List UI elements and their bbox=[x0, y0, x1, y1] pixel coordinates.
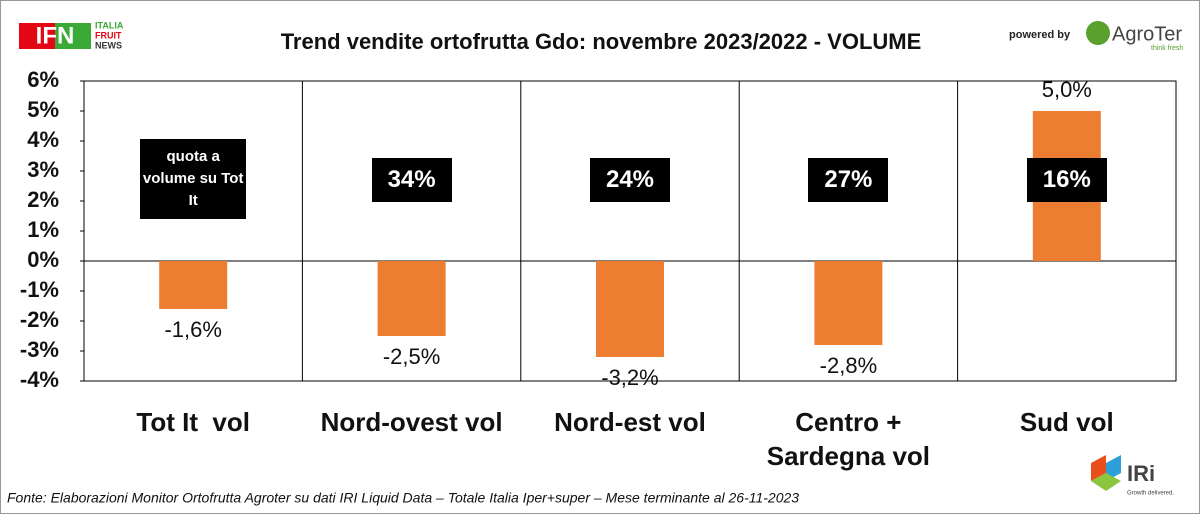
x-tick-label: Nord-ovest vol bbox=[320, 407, 503, 437]
y-tick-label: -2% bbox=[20, 307, 59, 332]
iri-logo: IRi bbox=[1127, 461, 1155, 486]
share-box: 34% bbox=[371, 158, 452, 202]
y-tick-label: -4% bbox=[20, 367, 59, 392]
x-tick-label: Nord-est vol bbox=[554, 407, 706, 437]
value-label: -3,2% bbox=[601, 365, 658, 390]
ifn-logo-text: FRUIT bbox=[95, 30, 122, 40]
share-box: 27% bbox=[808, 158, 889, 202]
x-tick-label: Centro + Sardegna vol bbox=[766, 407, 931, 471]
bar bbox=[596, 261, 664, 357]
bar bbox=[377, 261, 446, 336]
bar bbox=[814, 261, 883, 345]
chart-title: Trend vendite ortofrutta Gdo: novembre 2… bbox=[281, 29, 922, 54]
y-tick-label: -1% bbox=[20, 277, 59, 302]
share-box: quota a volume su Tot It bbox=[140, 139, 247, 219]
agroter-logo: AgroTer bbox=[1112, 23, 1182, 45]
ifn-logo-text: ITALIA bbox=[95, 20, 124, 30]
value-label: 5,0% bbox=[1042, 77, 1092, 102]
iri-icon bbox=[1106, 455, 1121, 481]
agroter-icon bbox=[1086, 21, 1110, 45]
value-label: -2,8% bbox=[820, 353, 877, 378]
agroter-tag: think fresh bbox=[1151, 45, 1183, 52]
value-label: -1,6% bbox=[164, 317, 221, 342]
source-note: Fonte: Elaborazioni Monitor Ortofrutta A… bbox=[7, 490, 799, 506]
x-tick-label: Tot It vol bbox=[136, 407, 250, 437]
x-tick-label: Sud vol bbox=[1019, 407, 1114, 437]
y-tick-label: 2% bbox=[27, 187, 59, 212]
y-tick-label: 4% bbox=[27, 127, 59, 152]
ifn-logo-text: NEWS bbox=[95, 40, 122, 50]
share-box: 16% bbox=[1026, 158, 1107, 202]
ifn-logo-bg bbox=[19, 23, 55, 49]
ifn-logo: IFN bbox=[36, 22, 75, 49]
ifn-logo-bg bbox=[55, 23, 91, 49]
iri-tag: Growth delivered. bbox=[1127, 491, 1174, 497]
y-tick-label: -3% bbox=[20, 337, 59, 362]
y-tick-label: 3% bbox=[27, 157, 59, 182]
powered-by: powered by bbox=[1009, 29, 1071, 41]
iri-icon bbox=[1091, 473, 1121, 491]
y-tick-label: 0% bbox=[27, 247, 59, 272]
y-tick-label: 5% bbox=[27, 97, 59, 122]
share-box: 24% bbox=[590, 158, 670, 202]
iri-icon bbox=[1091, 455, 1106, 481]
bar bbox=[159, 261, 228, 309]
y-tick-label: 1% bbox=[27, 217, 59, 242]
value-label: -2,5% bbox=[383, 344, 440, 369]
y-tick-label: 6% bbox=[27, 67, 59, 92]
